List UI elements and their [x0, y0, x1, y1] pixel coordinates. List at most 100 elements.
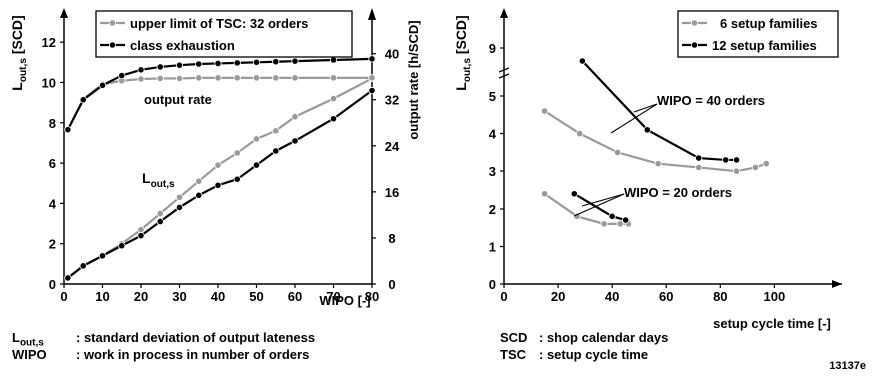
- series-2-left-point-11: [272, 127, 280, 135]
- y-tick-label-0: 0: [49, 277, 56, 292]
- annotation-lout: Lout,s: [142, 170, 175, 190]
- annotation-wipo-40-leader-2: [610, 103, 658, 134]
- y2-axis-label: output rate [h/SCD]: [406, 20, 421, 139]
- r-series-0-point-2: [613, 148, 622, 156]
- y-tick-label-4: 4: [49, 196, 57, 211]
- legend-label-1: class exhaustion: [130, 38, 235, 53]
- r-series-0-point-7: [762, 160, 770, 168]
- annotation-wipo-20-leader-1: [581, 193, 625, 207]
- annotation-output-rate: output rate: [144, 92, 212, 107]
- series-3-left-point-1: [79, 262, 87, 270]
- series-2-left-point-8: [214, 161, 222, 169]
- r-series-1-point-3: [722, 156, 730, 164]
- series-2-left-point-10: [252, 135, 261, 143]
- r-x-axis-label: setup cycle time [-]: [713, 316, 831, 331]
- y2-tick-label-16: 16: [385, 185, 399, 200]
- y2-tick-label-24: 24: [385, 139, 400, 154]
- series-2-left-point-12: [291, 113, 299, 121]
- series-2-left-point-6: [175, 193, 184, 201]
- r-y-tick-label-0: 0: [489, 277, 496, 292]
- series-3-left-point-14: [368, 86, 376, 95]
- series-3-left-point-13: [329, 115, 338, 123]
- r-series-0-point-4: [695, 163, 703, 172]
- footnote-right-2-text: : setup cycle time: [539, 347, 649, 362]
- annotation-wipo-40-leader-1: [633, 103, 658, 113]
- x-tick-label-20: 20: [134, 289, 148, 304]
- series-1-right-point-5: [156, 63, 164, 71]
- series-2-left-point-5: [156, 209, 164, 218]
- r-series-2-line: [543, 192, 629, 225]
- y-tick-label-8: 8: [49, 116, 56, 131]
- series-3-left-point-12: [291, 137, 299, 145]
- series-0-right-point-7: [195, 74, 203, 82]
- series-0-right-point-12: [291, 74, 299, 82]
- series-1-right-point-1: [79, 96, 87, 104]
- legend-box: [95, 10, 353, 58]
- series-3-left-point-10: [252, 161, 261, 169]
- r-series-2-point-2: [600, 220, 608, 228]
- series-1-right-point-8: [214, 59, 222, 68]
- annotation-wipo-40: WIPO = 40 orders: [657, 93, 765, 108]
- x-tick-label-60: 60: [288, 289, 302, 304]
- x-axis-arrow: [832, 280, 842, 288]
- r-y-tick-label-9: 9: [489, 41, 496, 56]
- y2-tick-label-8: 8: [388, 231, 395, 246]
- annotation-wipo-20-leader-2: [573, 193, 625, 217]
- r-x-tick-label-0: 0: [500, 289, 507, 304]
- series-3-left-point-6: [175, 203, 184, 212]
- series-1-right-line: [66, 57, 373, 131]
- series-0-right-point-6: [175, 74, 184, 83]
- r-series-1-point-1: [643, 126, 651, 134]
- y-axis-arrow: [60, 8, 68, 18]
- r-series-3-point-0: [570, 190, 578, 198]
- footnote-right-1: SCD: [500, 330, 528, 345]
- series-3-left-point-5: [156, 217, 164, 226]
- axis-break-mark-1: [498, 73, 510, 79]
- annotation-wipo-20: WIPO = 20 orders: [624, 185, 732, 200]
- x-tick-label-10: 10: [95, 289, 109, 304]
- y2-tick-label-40: 40: [385, 47, 399, 62]
- series-2-left-point-7: [195, 177, 203, 185]
- series-3-left-point-2: [98, 252, 107, 260]
- series-1-right-point-7: [195, 60, 203, 68]
- r-legend-label-0: 6 setup families: [720, 16, 818, 31]
- y-axis-label: Lout,s [SCD]: [9, 15, 29, 90]
- series-3-left-point-11: [272, 147, 280, 155]
- footnote-left-1-sub: out,s: [19, 337, 44, 349]
- legend-item-1-swatch-dot: [108, 41, 117, 49]
- y-tick-label-12: 12: [42, 35, 56, 50]
- r-x-tick-label-40: 40: [605, 289, 619, 304]
- series-1-right-point-4: [137, 66, 145, 74]
- x-tick-label-40: 40: [211, 289, 225, 304]
- series-3-left-point-7: [195, 191, 203, 199]
- footnote-left-2: WIPO: [12, 347, 47, 362]
- r-series-0-point-5: [732, 167, 741, 175]
- r-series-0-point-3: [654, 160, 662, 168]
- x-tick-label-0: 0: [60, 289, 67, 304]
- footnote-left-1-text: : standard deviation of output lateness: [76, 330, 316, 345]
- r-y-tick-label-5: 5: [489, 89, 496, 104]
- x-tick-label-50: 50: [249, 289, 263, 304]
- series-1-right-point-2: [98, 81, 107, 89]
- series-1-right-point-11: [272, 58, 280, 66]
- r-series-1-line: [581, 60, 737, 162]
- r-y-axis-label: Lout,s [SCD]: [453, 15, 473, 90]
- series-3-left-point-3: [118, 242, 126, 250]
- r-y-tick-label-2: 2: [489, 202, 496, 217]
- series-0-right-point-8: [214, 74, 222, 82]
- x-tick-label-80: 80: [365, 289, 379, 304]
- footnote-left-1-symbol: L: [12, 330, 20, 345]
- r-series-2-point-1: [573, 212, 581, 220]
- x-tick-label-70: 70: [326, 289, 340, 304]
- r-series-0-point-1: [576, 130, 584, 138]
- series-1-right-point-3: [118, 71, 126, 80]
- series-1-right-point-6: [175, 61, 184, 69]
- axis-break-mark-2: [498, 67, 510, 73]
- series-1-right-point-13: [329, 56, 338, 64]
- r-series-2-point-3: [616, 220, 624, 228]
- r-legend-item-1-swatch-dot: [690, 41, 699, 49]
- r-y-tick-label-1: 1: [489, 240, 496, 255]
- r-series-1-point-0: [578, 57, 587, 65]
- footnote-left-1: Lout,s: [12, 330, 44, 349]
